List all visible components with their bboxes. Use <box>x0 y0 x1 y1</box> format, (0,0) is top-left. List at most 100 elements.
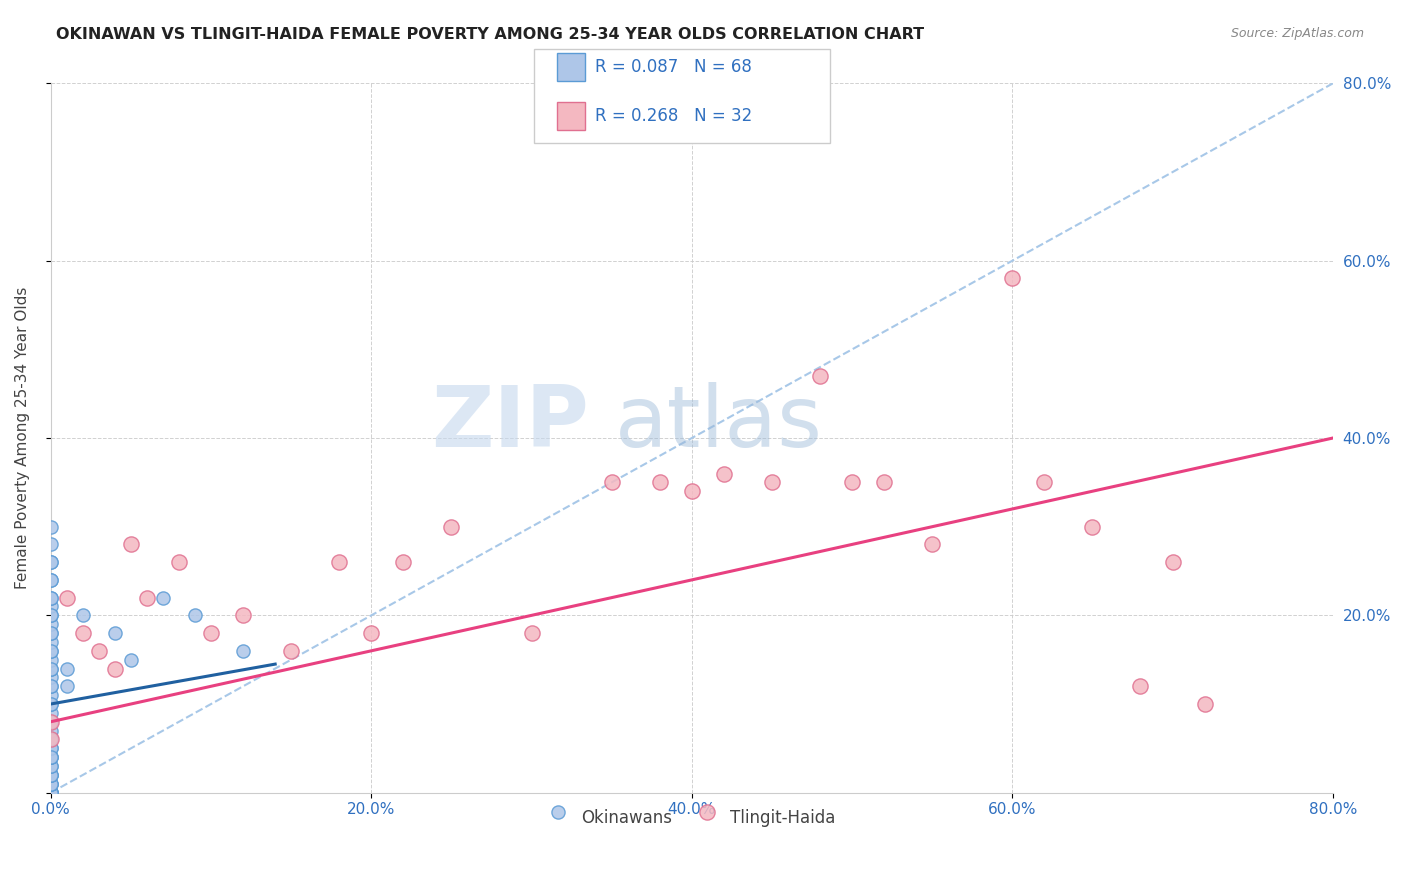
Point <box>39 617 62 632</box>
Point <box>392 555 415 569</box>
Point <box>39 599 62 614</box>
Point <box>39 768 62 782</box>
Point <box>39 555 62 569</box>
Point <box>39 786 62 800</box>
Point <box>39 759 62 773</box>
Point <box>1001 271 1024 285</box>
Point <box>39 786 62 800</box>
Point <box>39 714 62 729</box>
Point <box>56 661 79 675</box>
Point <box>232 608 254 623</box>
Point <box>39 626 62 640</box>
Point <box>39 786 62 800</box>
Text: atlas: atlas <box>614 383 823 466</box>
Text: OKINAWAN VS TLINGIT-HAIDA FEMALE POVERTY AMONG 25-34 YEAR OLDS CORRELATION CHART: OKINAWAN VS TLINGIT-HAIDA FEMALE POVERTY… <box>56 27 924 42</box>
Point <box>1129 679 1152 693</box>
Point <box>39 777 62 791</box>
Point <box>328 555 350 569</box>
Point <box>39 750 62 764</box>
Point <box>39 644 62 658</box>
Point <box>39 732 62 747</box>
Point <box>56 591 79 605</box>
Point <box>72 626 94 640</box>
Point <box>39 591 62 605</box>
Point <box>39 714 62 729</box>
Point <box>39 786 62 800</box>
Point <box>39 626 62 640</box>
Point <box>808 369 831 384</box>
Point <box>39 732 62 747</box>
Point <box>39 786 62 800</box>
Point <box>39 537 62 551</box>
Y-axis label: Female Poverty Among 25-34 Year Olds: Female Poverty Among 25-34 Year Olds <box>15 287 30 590</box>
Point <box>39 786 62 800</box>
Point <box>39 786 62 800</box>
Point <box>232 644 254 658</box>
Text: ZIP: ZIP <box>432 383 589 466</box>
Point <box>39 786 62 800</box>
Point <box>39 706 62 720</box>
Point <box>39 573 62 587</box>
Point <box>104 626 127 640</box>
Point <box>39 732 62 747</box>
Point <box>39 555 62 569</box>
Point <box>648 475 671 490</box>
Point <box>39 786 62 800</box>
Point <box>167 555 190 569</box>
Point <box>39 573 62 587</box>
Point <box>39 635 62 649</box>
Point <box>72 608 94 623</box>
Point <box>39 786 62 800</box>
Point <box>39 723 62 738</box>
Point <box>1194 697 1216 711</box>
Point <box>280 644 302 658</box>
Point <box>39 741 62 756</box>
Point <box>39 768 62 782</box>
Point <box>1033 475 1056 490</box>
Point <box>56 679 79 693</box>
Point <box>39 768 62 782</box>
Point <box>39 786 62 800</box>
Point <box>39 741 62 756</box>
Point <box>200 626 222 640</box>
Point <box>39 608 62 623</box>
Point <box>87 644 110 658</box>
Point <box>136 591 159 605</box>
Point <box>1081 519 1104 533</box>
Point <box>39 661 62 675</box>
Point <box>39 786 62 800</box>
Point <box>39 591 62 605</box>
Point <box>120 653 142 667</box>
Point <box>761 475 783 490</box>
Point <box>39 688 62 702</box>
Point <box>39 697 62 711</box>
Legend: Okinawans, Tlingit-Haida: Okinawans, Tlingit-Haida <box>541 800 842 834</box>
Point <box>39 777 62 791</box>
Point <box>39 653 62 667</box>
Point <box>440 519 463 533</box>
Point <box>1161 555 1184 569</box>
Point <box>39 679 62 693</box>
Point <box>104 661 127 675</box>
Point <box>713 467 735 481</box>
Point <box>152 591 174 605</box>
Point <box>39 608 62 623</box>
Point <box>39 786 62 800</box>
Point <box>681 484 703 499</box>
Text: R = 0.087   N = 68: R = 0.087 N = 68 <box>595 58 752 76</box>
Point <box>39 759 62 773</box>
Point <box>39 644 62 658</box>
Point <box>39 777 62 791</box>
Point <box>39 750 62 764</box>
Point <box>39 519 62 533</box>
Point <box>360 626 382 640</box>
Point <box>39 786 62 800</box>
Point <box>39 750 62 764</box>
Point <box>520 626 543 640</box>
Point <box>873 475 896 490</box>
Point <box>120 537 142 551</box>
Point <box>921 537 943 551</box>
Point <box>39 661 62 675</box>
Point <box>184 608 207 623</box>
Text: Source: ZipAtlas.com: Source: ZipAtlas.com <box>1230 27 1364 40</box>
